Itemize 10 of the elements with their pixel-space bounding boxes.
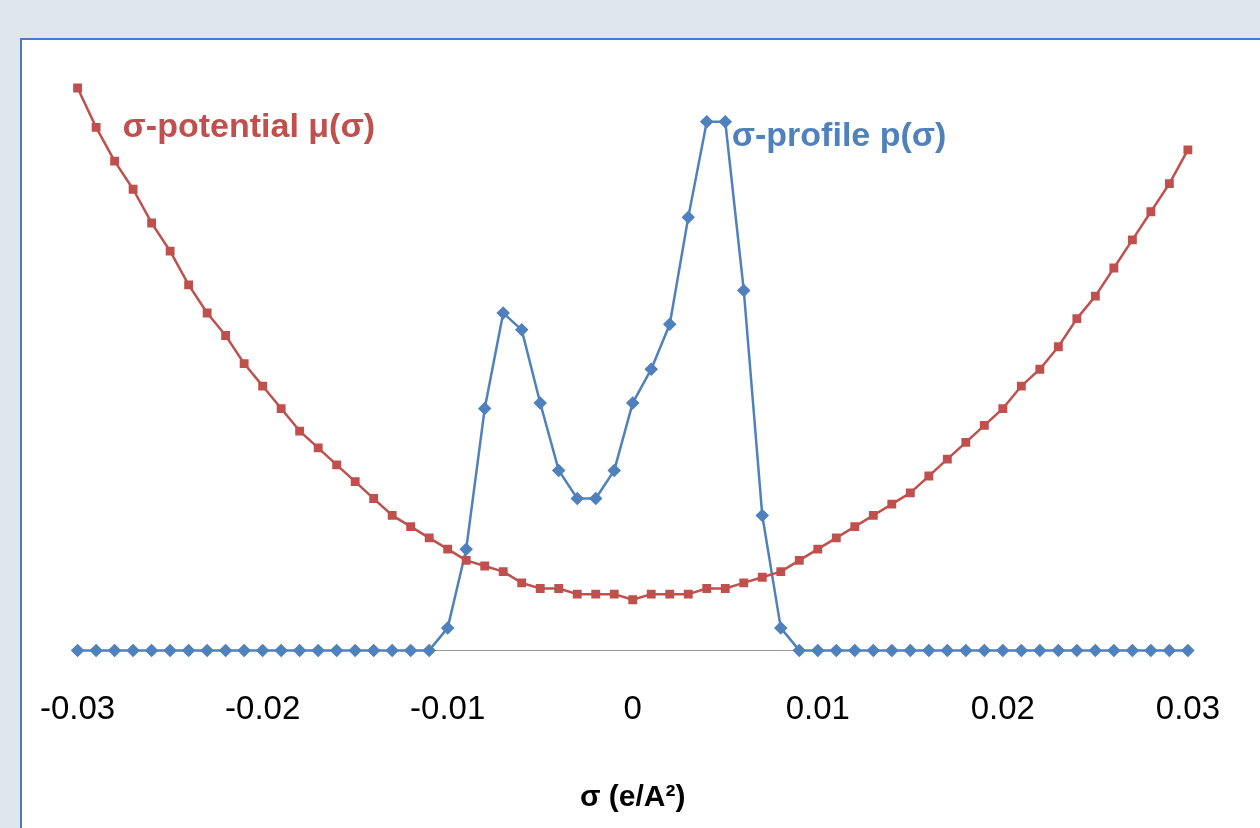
x-tick-label: -0.01 [410, 689, 486, 727]
x-tick-label: 0.02 [970, 689, 1035, 727]
x-tick-label: -0.03 [40, 689, 116, 727]
x-tick-label: 0 [623, 689, 642, 727]
x-axis-title: σ (e/A²) [579, 779, 686, 813]
x-tick-label: -0.02 [225, 689, 301, 727]
x-tick-label: 0.03 [1155, 689, 1220, 727]
series-label: σ-profile p(σ) [731, 115, 947, 154]
series-label: σ-potential μ(σ) [122, 106, 376, 145]
x-tick-label: 0.01 [785, 689, 850, 727]
